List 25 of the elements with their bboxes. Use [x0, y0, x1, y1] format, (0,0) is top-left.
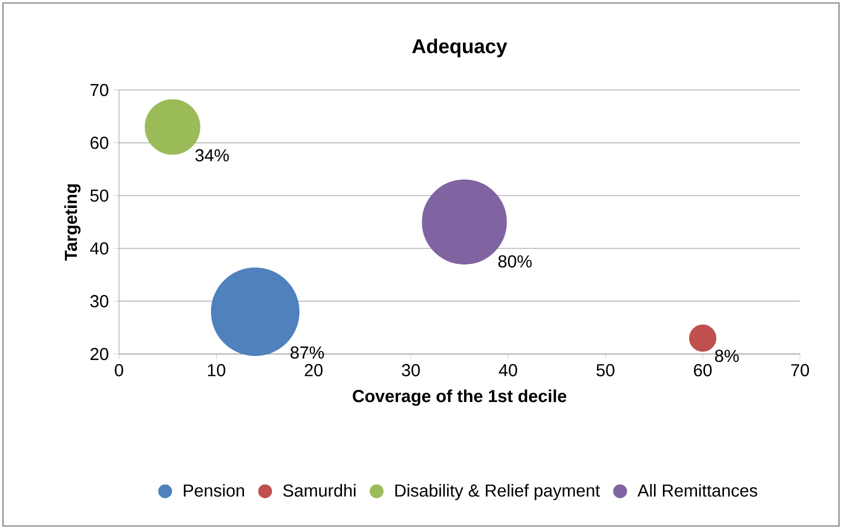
legend-label: Samurdhi [283, 484, 356, 497]
y-tick-label: 60 [90, 136, 108, 149]
x-tick-label: 60 [694, 364, 712, 376]
x-tick-label: 20 [304, 364, 323, 376]
x-axis-title: Coverage of the 1st decile [352, 389, 566, 406]
y-tick-label: 20 [90, 348, 108, 360]
x-tick-label: 10 [208, 364, 226, 376]
legend-label: All Remittances [637, 484, 758, 497]
legend-label: Pension [184, 484, 244, 497]
x-tick-label: 40 [498, 364, 518, 376]
chart-title: Adequacy [412, 38, 508, 58]
legend-label: Disability & Relief payment [395, 484, 600, 500]
y-axis-title: Targeting [64, 184, 81, 261]
y-tick-label: 50 [90, 189, 108, 202]
y-tick-label: 70 [90, 84, 108, 96]
data-label: 80% [498, 255, 532, 268]
data-label: 34% [195, 149, 229, 162]
x-tick-label: 0 [114, 364, 124, 376]
x-tick-label: 50 [596, 364, 614, 376]
data-label: 8% [715, 350, 739, 362]
y-tick-label: 30 [90, 295, 108, 308]
data-label: 87% [290, 346, 324, 359]
x-tick-label: 30 [402, 364, 420, 376]
y-tick-label: 40 [90, 242, 108, 255]
x-tick-label: 70 [791, 364, 809, 376]
